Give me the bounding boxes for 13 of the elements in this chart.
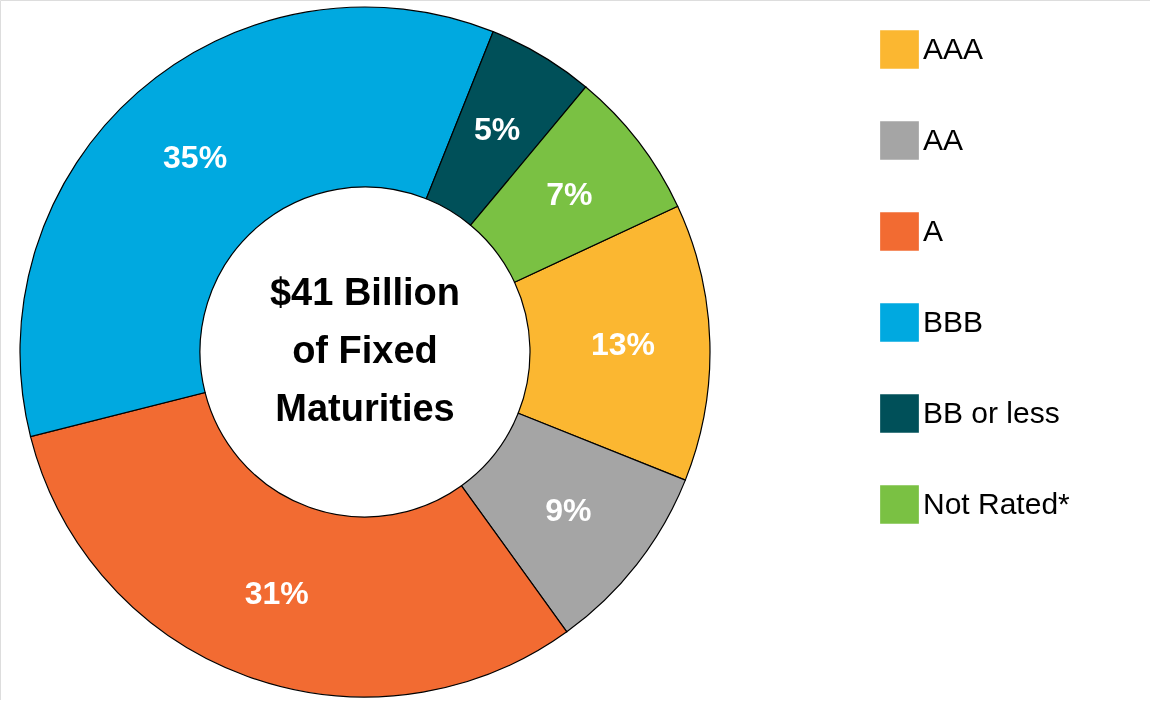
legend-label: AAA	[923, 31, 984, 65]
data-label: 31%	[244, 575, 309, 612]
legend-label: BBB	[923, 304, 984, 338]
data-label: 9%	[545, 491, 592, 528]
data-label: 5%	[473, 111, 521, 148]
legend-label: A	[923, 213, 944, 247]
legend-label: Not Rated*	[923, 486, 1071, 520]
legend-label: AA	[923, 122, 964, 156]
data-label: 35%	[163, 138, 228, 175]
legend-label: BB or less	[923, 395, 1060, 429]
data-label: 7%	[546, 175, 593, 212]
text: $41 Billion of Fixed Maturities	[269, 271, 461, 429]
data-label: 13%	[590, 325, 655, 362]
